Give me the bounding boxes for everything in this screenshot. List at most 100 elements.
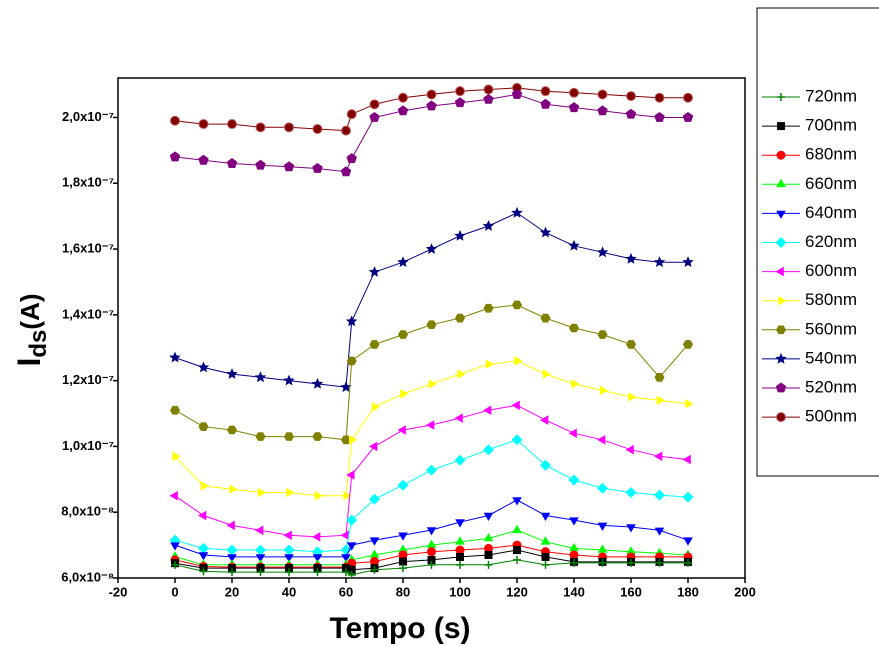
marker [625, 444, 634, 455]
marker [625, 252, 637, 264]
marker [349, 435, 358, 445]
marker [626, 524, 636, 533]
legend-label: 680nm [805, 145, 857, 164]
plot-frame [117, 77, 746, 579]
marker [682, 491, 694, 503]
marker [169, 491, 178, 501]
marker [483, 405, 492, 415]
marker [454, 454, 466, 466]
marker [255, 122, 266, 133]
marker [314, 491, 323, 501]
x-tick-label: 100 [449, 584, 471, 599]
marker [425, 243, 438, 254]
marker [341, 435, 351, 445]
marker [283, 544, 295, 556]
marker [370, 557, 379, 567]
marker [571, 379, 580, 389]
x-tick-label: 20 [225, 584, 239, 599]
marker [483, 84, 494, 95]
marker [283, 530, 292, 540]
marker [226, 544, 238, 556]
marker [542, 369, 551, 379]
marker [199, 567, 208, 576]
marker [398, 330, 408, 339]
marker [171, 560, 179, 569]
marker [512, 524, 522, 534]
legend-label: 560nm [805, 319, 857, 338]
marker [654, 527, 665, 536]
marker [483, 303, 494, 313]
y-label-sub: ds [25, 330, 52, 358]
series-line [174, 549, 688, 571]
marker [255, 554, 266, 563]
marker [312, 432, 323, 441]
marker [485, 359, 494, 369]
y-tick-label: 1,6x10⁻⁷ [62, 240, 114, 255]
marker [198, 154, 209, 165]
marker [226, 520, 235, 531]
x-tick-label: 120 [506, 584, 528, 599]
marker [347, 571, 356, 580]
marker [569, 542, 579, 552]
marker [655, 558, 664, 567]
series-line [174, 499, 689, 558]
marker [454, 97, 466, 108]
marker [455, 519, 465, 528]
marker [511, 400, 520, 411]
marker [628, 392, 637, 402]
marker [654, 112, 665, 122]
marker [198, 510, 207, 521]
marker [627, 558, 635, 567]
x-tick-label: 0 [171, 584, 178, 599]
marker [455, 536, 465, 545]
y-tick-label: 1,8x10⁻⁷ [62, 175, 114, 190]
marker [540, 98, 551, 109]
marker [484, 543, 493, 553]
marker [255, 432, 266, 441]
marker [484, 560, 493, 569]
legend-label: 520nm [805, 377, 857, 396]
marker [570, 558, 578, 567]
marker [226, 368, 238, 379]
marker [400, 389, 409, 399]
marker [684, 558, 692, 567]
marker [369, 549, 380, 558]
marker [169, 151, 181, 162]
marker [170, 115, 180, 126]
marker [169, 351, 181, 363]
series-line [174, 404, 689, 538]
marker [597, 482, 608, 494]
marker [312, 123, 323, 134]
marker [255, 525, 264, 536]
marker [540, 415, 549, 425]
marker [685, 398, 694, 409]
y-tick-label: 1,0x10⁻⁷ [62, 438, 114, 453]
marker [654, 92, 665, 103]
x-tick-label: 40 [282, 584, 296, 599]
marker [541, 560, 550, 569]
marker [426, 89, 437, 100]
marker [598, 558, 607, 567]
marker [569, 87, 579, 98]
x-tick-label: 80 [396, 584, 410, 599]
marker [227, 119, 237, 130]
marker [398, 544, 408, 553]
marker [369, 340, 380, 349]
marker [426, 464, 437, 476]
marker [313, 568, 322, 577]
legend-label: 640nm [805, 203, 857, 222]
marker [455, 313, 465, 323]
marker [399, 557, 407, 566]
marker [626, 546, 636, 555]
x-tick-label: 60 [339, 584, 353, 599]
marker [484, 550, 493, 559]
marker [455, 545, 465, 555]
marker [285, 568, 293, 577]
marker [371, 402, 380, 412]
legend-label: 720nm [805, 86, 857, 105]
marker [625, 108, 637, 119]
marker [426, 527, 437, 536]
marker [369, 537, 380, 546]
marker [340, 381, 352, 393]
y-label-main: I [11, 358, 47, 367]
